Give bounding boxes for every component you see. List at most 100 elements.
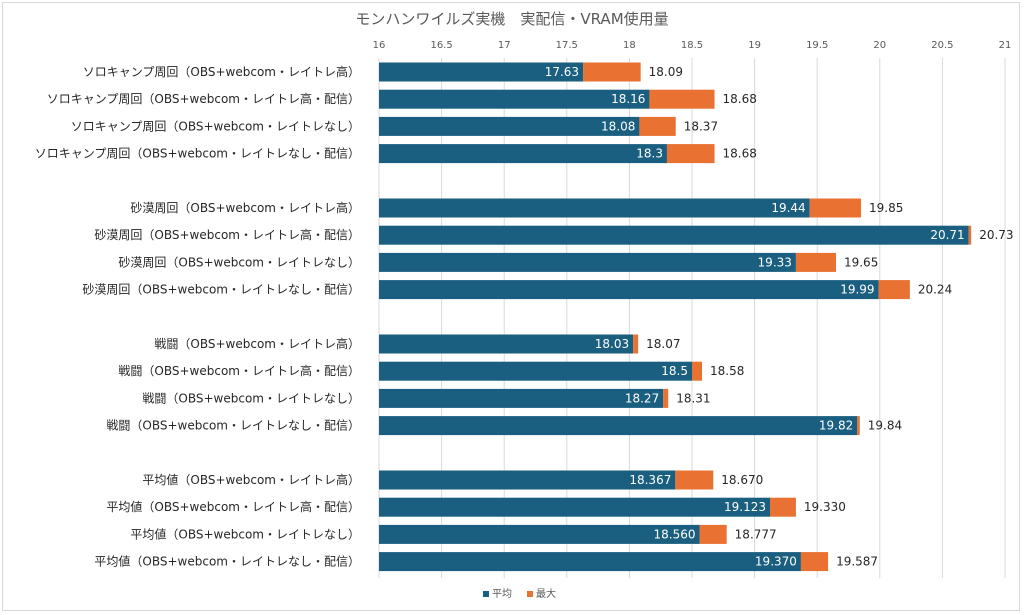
data-label-maximum: 18.09 bbox=[649, 65, 683, 79]
category-label: 平均値（OBS+webcom・レイトレ高） bbox=[142, 472, 360, 487]
data-label-average: 19.99 bbox=[840, 283, 874, 297]
legend-swatch bbox=[483, 591, 489, 597]
data-label-maximum: 18.777 bbox=[735, 527, 777, 541]
legend-label: 最大 bbox=[536, 587, 556, 600]
data-label-maximum: 18.68 bbox=[723, 92, 757, 106]
bar-maximum bbox=[769, 497, 796, 517]
x-tick-label: 20.5 bbox=[931, 40, 953, 51]
data-label-maximum: 19.84 bbox=[868, 419, 902, 433]
category-label: ソロキャンプ周回（OBS+webcom・レイトレ高） bbox=[83, 64, 360, 79]
category-label: 戦闘（OBS+webcom・レイトレなし） bbox=[142, 391, 360, 405]
bar-average bbox=[379, 89, 650, 109]
category-label: 砂漠周回（OBS+webcom・レイトレ高） bbox=[130, 200, 360, 215]
category-label: 平均値（OBS+webcom・レイトレなし） bbox=[130, 526, 360, 541]
bar-maximum bbox=[583, 62, 641, 82]
x-tick-label: 18.5 bbox=[681, 40, 703, 51]
legend: 平均 最大 bbox=[483, 587, 556, 600]
x-axis-ticks: 16 16.5 17 17.5 18 18.5 19 19.5 20 20.5 21 bbox=[373, 40, 1012, 51]
data-label-maximum: 19.587 bbox=[836, 555, 878, 569]
bar-average bbox=[379, 252, 796, 272]
data-label-average: 20.71 bbox=[930, 228, 964, 242]
category-label: 砂漠周回（OBS+webcom・レイトレ高・配信） bbox=[94, 227, 360, 242]
category-label: ソロキャンプ周回（OBS+webcom・レイトレ高・配信） bbox=[47, 91, 360, 106]
data-label-maximum: 20.73 bbox=[979, 228, 1013, 242]
bar-average bbox=[379, 225, 969, 245]
bar-maximum bbox=[649, 89, 715, 109]
bar-maximum bbox=[666, 144, 715, 164]
data-label-maximum: 18.68 bbox=[723, 147, 757, 161]
x-tick-label: 16 bbox=[373, 40, 386, 51]
bar-maximum bbox=[639, 116, 676, 136]
data-label-average: 19.33 bbox=[758, 255, 792, 269]
data-label-maximum: 19.85 bbox=[869, 201, 903, 215]
bar-maximum bbox=[809, 198, 862, 218]
data-label-average: 18.367 bbox=[629, 473, 671, 487]
x-tick-label: 16.5 bbox=[430, 40, 452, 51]
bar-average bbox=[379, 497, 770, 517]
bar-average bbox=[379, 280, 879, 300]
data-label-maximum: 18.37 bbox=[684, 119, 718, 133]
bar-maximum bbox=[795, 252, 836, 272]
data-label-average: 19.44 bbox=[771, 201, 805, 215]
bar-maximum bbox=[675, 470, 714, 490]
category-label: 平均値（OBS+webcom・レイトレなし・配信） bbox=[94, 554, 360, 569]
bar-average bbox=[379, 361, 692, 381]
bar-maximum bbox=[692, 361, 703, 381]
data-label-average: 18.16 bbox=[611, 92, 645, 106]
data-label-maximum: 18.31 bbox=[676, 391, 710, 405]
bar-average bbox=[379, 470, 676, 490]
bar-maximum bbox=[633, 334, 639, 354]
category-label: ソロキャンプ周回（OBS+webcom・レイトレなし） bbox=[71, 119, 360, 133]
data-labels: 17.63 18.09 18.16 18.68 18.08 18.37 18.3 18.68 1… bbox=[545, 65, 1014, 569]
bar-average bbox=[379, 524, 700, 544]
data-label-average: 19.370 bbox=[755, 555, 797, 569]
bar-maximum bbox=[699, 524, 727, 544]
data-label-average: 18.08 bbox=[601, 119, 635, 133]
bar-average bbox=[379, 116, 640, 136]
data-label-average: 17.63 bbox=[545, 65, 579, 79]
data-label-average: 18.5 bbox=[661, 364, 688, 378]
category-label: 砂漠周回（OBS+webcom・レイトレなし） bbox=[118, 255, 360, 269]
x-tick-label: 17 bbox=[498, 40, 511, 51]
data-label-maximum: 18.670 bbox=[721, 473, 763, 487]
bar-average bbox=[379, 334, 634, 354]
bar-average bbox=[379, 144, 667, 164]
bar-average bbox=[379, 552, 801, 572]
bar-maximum bbox=[857, 416, 860, 436]
data-label-maximum: 19.330 bbox=[804, 500, 846, 514]
x-tick-label: 20 bbox=[873, 40, 886, 51]
data-label-average: 18.03 bbox=[595, 337, 629, 351]
data-label-maximum: 20.24 bbox=[918, 283, 952, 297]
category-label: ソロキャンプ周回（OBS+webcom・レイトレなし・配信） bbox=[35, 147, 360, 161]
legend-label: 平均 bbox=[492, 588, 512, 600]
data-label-average: 19.123 bbox=[724, 500, 766, 514]
bar-average bbox=[379, 62, 584, 82]
bar-average bbox=[379, 388, 664, 408]
data-label-average: 19.82 bbox=[819, 419, 853, 433]
category-labels: ソロキャンプ周回（OBS+webcom・レイトレ高） ソロキャンプ周回（OBS+w… bbox=[35, 64, 360, 569]
bar-maximum bbox=[968, 225, 972, 245]
category-label: 戦闘（OBS+webcom・レイトレ高） bbox=[154, 336, 360, 351]
x-tick-label: 18 bbox=[623, 40, 636, 51]
x-tick-label: 19 bbox=[748, 40, 761, 51]
bars bbox=[379, 62, 972, 572]
data-label-maximum: 18.58 bbox=[710, 364, 744, 378]
data-label-average: 18.560 bbox=[654, 527, 696, 541]
chart-title: モンハンワイルズ実機 実配信・VRAM使用量 bbox=[355, 10, 668, 28]
bar-average bbox=[379, 198, 810, 218]
bar-maximum bbox=[878, 280, 910, 300]
bar-maximum bbox=[663, 388, 669, 408]
bar-average bbox=[379, 416, 858, 436]
data-label-maximum: 18.07 bbox=[646, 337, 680, 351]
category-label: 平均値（OBS+webcom・レイトレ高・配信） bbox=[106, 499, 360, 514]
category-label: 戦闘（OBS+webcom・レイトレなし・配信） bbox=[106, 419, 360, 433]
x-tick-label: 21 bbox=[999, 40, 1012, 51]
data-label-average: 18.27 bbox=[625, 391, 659, 405]
category-label: 戦闘（OBS+webcom・レイトレ高・配信） bbox=[118, 363, 360, 378]
bar-maximum bbox=[800, 552, 829, 572]
x-tick-label: 19.5 bbox=[806, 40, 828, 51]
legend-swatch bbox=[527, 591, 533, 597]
x-tick-label: 17.5 bbox=[556, 40, 578, 51]
